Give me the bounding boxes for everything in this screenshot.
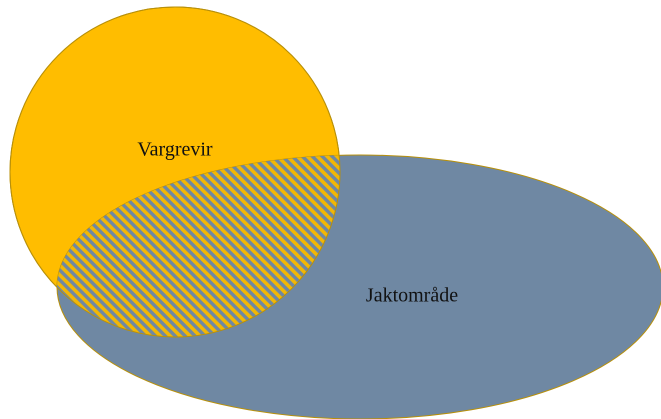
right-set-label: Jaktområde: [366, 285, 458, 307]
intersection-hatch: [57, 155, 340, 337]
left-set-label: Vargrevir: [137, 139, 212, 161]
circle-outline: [9, 6, 341, 338]
